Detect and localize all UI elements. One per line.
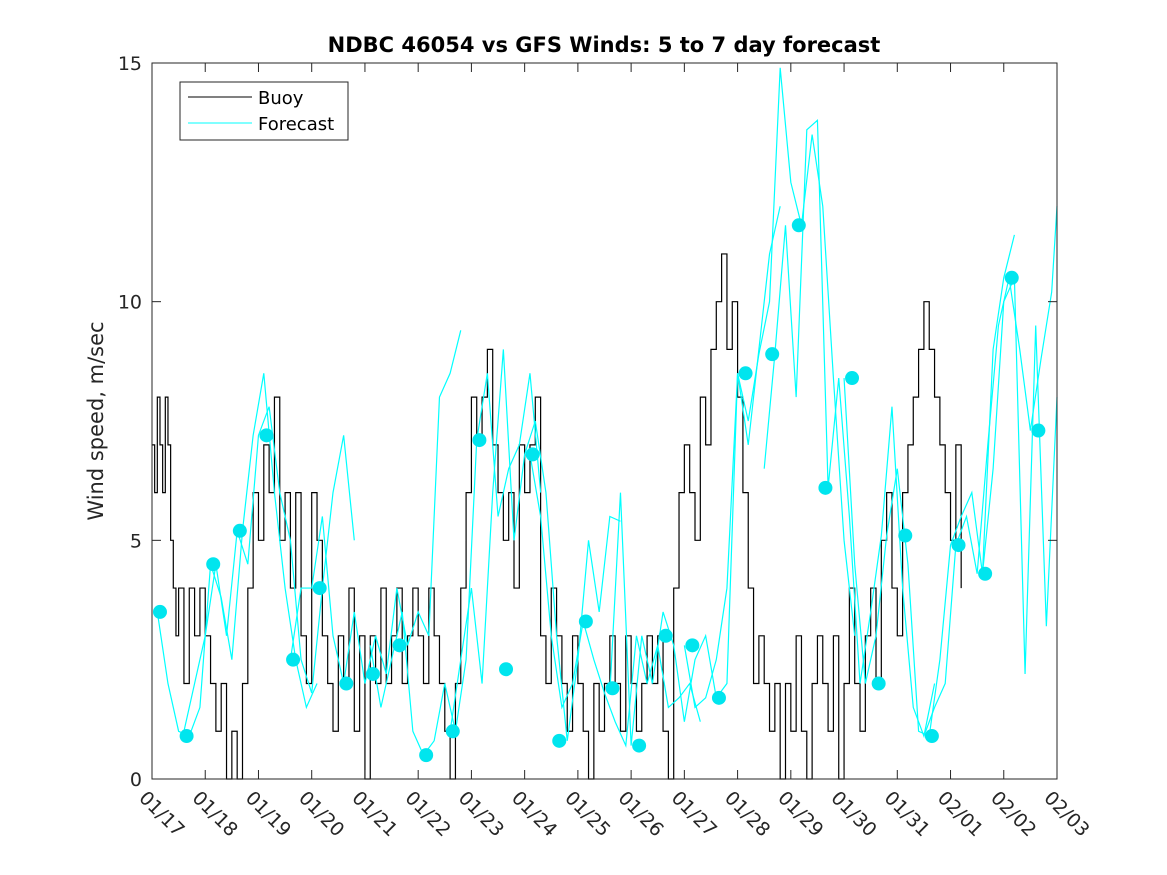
forecast-daily-point <box>658 628 673 643</box>
forecast-line <box>529 454 701 748</box>
forecast-line <box>683 67 856 709</box>
forecast-daily-point <box>259 428 274 443</box>
forecast-daily-point <box>978 566 993 581</box>
plot-background <box>152 63 1057 779</box>
forecast-daily-point <box>232 523 247 538</box>
buoy-line <box>152 253 962 780</box>
forecast-daily-point <box>605 681 620 696</box>
forecast-daily-point <box>951 538 966 553</box>
forecast-daily-point <box>765 347 780 362</box>
forecast-daily-point <box>898 528 913 543</box>
plot-frame <box>151 62 1058 780</box>
forecast-daily-point <box>818 480 833 495</box>
forecast-daily-point <box>499 662 514 677</box>
forecast-daily-point <box>845 371 860 386</box>
plot-area <box>151 62 1058 780</box>
buoy-series <box>152 253 962 780</box>
forecast-daily-point <box>286 652 301 667</box>
forecast-line <box>981 277 1058 675</box>
forecast-daily-point <box>419 748 434 763</box>
forecast-daily-point <box>472 433 487 448</box>
forecast-daily-point <box>445 724 460 739</box>
forecast-daily-point <box>738 366 753 381</box>
y-axis: 0 5 10 15 <box>118 53 1057 791</box>
forecast-daily-point <box>525 447 540 462</box>
y-tick-label: 10 <box>118 292 142 314</box>
y-tick-label: 5 <box>130 530 142 552</box>
legend: Buoy Forecast <box>179 81 349 141</box>
legend-buoy-label: Buoy <box>258 88 304 109</box>
forecast-daily-point <box>711 690 726 705</box>
forecast-daily-point <box>365 666 380 681</box>
y-tick-label: 0 <box>130 769 142 791</box>
forecast-daily-point <box>685 638 700 653</box>
forecast-daily-point <box>578 614 593 629</box>
legend-forecast-label: Forecast <box>258 114 334 135</box>
forecast-daily-point <box>871 676 886 691</box>
forecast-daily-point <box>632 738 647 753</box>
forecast-daily-point <box>206 557 221 572</box>
forecast-daily-point <box>552 733 567 748</box>
chart-title: NDBC 46054 vs GFS Winds: 5 to 7 day fore… <box>328 33 881 57</box>
forecast-daily-point <box>791 218 806 233</box>
forecast-daily-point <box>179 729 194 744</box>
forecast-line <box>923 206 1058 737</box>
forecast-daily-point <box>339 676 354 691</box>
y-axis-label: Wind speed, m/sec <box>84 321 108 520</box>
forecast-line <box>763 118 936 739</box>
forecast-daily-point <box>392 638 407 653</box>
forecast-line <box>289 330 462 684</box>
forecast-daily-point <box>924 729 939 744</box>
forecast-daily-points <box>152 218 1046 763</box>
forecast-daily-point <box>152 604 167 619</box>
forecast-daily-point <box>312 581 327 596</box>
forecast-daily-point <box>1004 270 1019 285</box>
forecast-daily-point <box>1031 423 1046 438</box>
legend-box <box>179 81 349 141</box>
y-tick-label: 15 <box>118 53 142 75</box>
forecast-line <box>449 349 621 741</box>
forecast-line <box>609 206 781 746</box>
